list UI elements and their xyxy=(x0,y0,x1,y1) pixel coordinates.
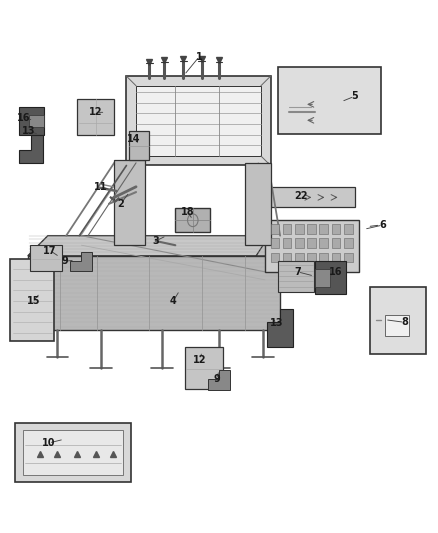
Polygon shape xyxy=(77,99,114,135)
Text: 13: 13 xyxy=(270,318,283,328)
Text: 12: 12 xyxy=(193,354,206,365)
Bar xyxy=(332,238,340,248)
Polygon shape xyxy=(114,160,145,245)
Text: 12: 12 xyxy=(89,107,102,117)
Text: 5: 5 xyxy=(351,91,358,101)
Bar xyxy=(271,224,279,233)
Polygon shape xyxy=(127,76,271,165)
Bar xyxy=(344,253,353,262)
Polygon shape xyxy=(278,261,314,292)
Polygon shape xyxy=(19,107,44,135)
Polygon shape xyxy=(278,67,381,134)
Polygon shape xyxy=(267,309,293,348)
Bar xyxy=(385,316,409,336)
Text: 15: 15 xyxy=(27,296,40,306)
Bar xyxy=(319,224,328,233)
Bar xyxy=(332,224,340,233)
Bar xyxy=(271,238,279,248)
Text: 22: 22 xyxy=(294,191,308,201)
Polygon shape xyxy=(271,187,355,207)
Polygon shape xyxy=(22,430,123,475)
Bar xyxy=(283,224,291,233)
Text: 9: 9 xyxy=(62,256,69,266)
Polygon shape xyxy=(28,256,280,330)
Bar xyxy=(344,224,353,233)
Polygon shape xyxy=(315,269,330,287)
Polygon shape xyxy=(19,135,43,163)
Text: 16: 16 xyxy=(17,112,30,123)
Text: 9: 9 xyxy=(213,374,220,384)
Polygon shape xyxy=(70,252,92,271)
Text: 14: 14 xyxy=(127,134,141,144)
Polygon shape xyxy=(30,245,62,271)
Bar xyxy=(283,238,291,248)
Bar xyxy=(307,224,316,233)
Polygon shape xyxy=(245,163,272,245)
Bar xyxy=(295,253,304,262)
Polygon shape xyxy=(175,208,210,232)
Polygon shape xyxy=(28,236,300,256)
Text: 6: 6 xyxy=(379,220,386,230)
Bar xyxy=(332,253,340,262)
Bar xyxy=(319,253,328,262)
Bar xyxy=(295,238,304,248)
Text: 4: 4 xyxy=(170,296,177,306)
Bar xyxy=(307,253,316,262)
Bar xyxy=(307,238,316,248)
Polygon shape xyxy=(130,131,149,160)
Text: 17: 17 xyxy=(43,246,57,255)
Bar xyxy=(344,238,353,248)
Polygon shape xyxy=(14,423,131,482)
Text: 7: 7 xyxy=(294,267,301,277)
Text: 1: 1 xyxy=(196,52,203,61)
Polygon shape xyxy=(11,259,54,341)
Polygon shape xyxy=(136,86,261,156)
Polygon shape xyxy=(185,348,223,389)
Polygon shape xyxy=(29,115,44,127)
Polygon shape xyxy=(315,261,346,294)
Polygon shape xyxy=(256,236,313,256)
Polygon shape xyxy=(208,370,230,390)
Text: 10: 10 xyxy=(42,438,56,448)
Text: 16: 16 xyxy=(329,267,343,277)
Text: 18: 18 xyxy=(181,207,194,217)
Text: 8: 8 xyxy=(401,317,408,327)
Text: 13: 13 xyxy=(22,126,36,136)
Polygon shape xyxy=(370,287,426,354)
Text: 2: 2 xyxy=(117,199,124,209)
Bar xyxy=(271,253,279,262)
Text: 11: 11 xyxy=(93,182,107,192)
Bar xyxy=(319,238,328,248)
Text: 3: 3 xyxy=(152,236,159,246)
Bar xyxy=(283,253,291,262)
Bar xyxy=(295,224,304,233)
Polygon shape xyxy=(265,220,359,272)
